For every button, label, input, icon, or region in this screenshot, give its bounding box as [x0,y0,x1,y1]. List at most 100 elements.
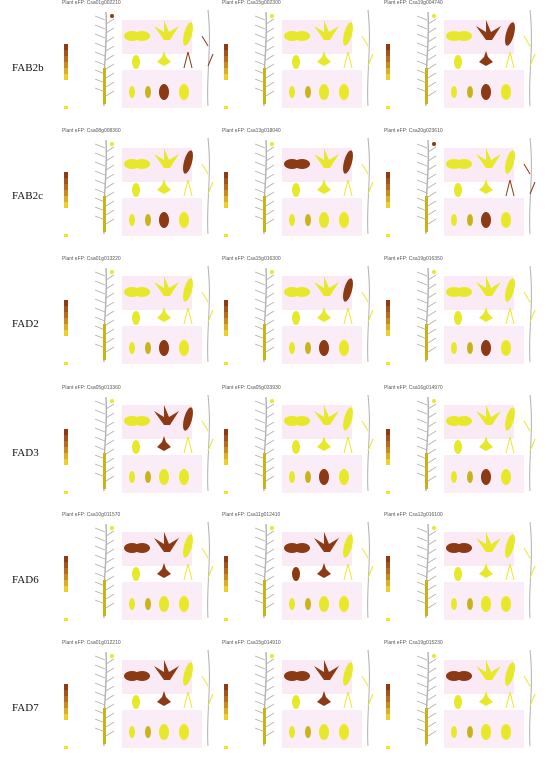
organ [159,212,169,228]
side-plant [367,649,370,747]
seed [292,183,300,197]
efp-panel: Plant eFP: Csa01g013220 [60,256,220,374]
branch [416,152,428,158]
legend-swatch [386,330,390,336]
organ [339,340,349,356]
branch [265,685,275,692]
branch [416,400,428,406]
legend-swatch [224,447,228,453]
branch [265,274,275,281]
row-label: FAD2 [12,318,39,330]
branch [105,218,115,225]
bud [270,270,274,274]
side-plant [529,521,532,619]
bud [110,399,114,403]
leaf [343,278,353,302]
branch [427,81,437,88]
organ [501,724,511,740]
branch [254,170,266,176]
branch [105,557,115,564]
flower-2 [479,563,493,578]
branch [94,536,106,542]
cotyledon [294,671,310,681]
branch [427,703,437,710]
cotyledon [134,287,150,297]
efp-diagram [386,649,536,749]
organ [481,469,491,485]
organ [467,342,473,354]
organ [305,214,311,226]
bud [432,399,436,403]
organ [451,598,457,610]
cotyledon [294,287,310,297]
organ [501,596,511,612]
legend-swatch [386,106,390,109]
legend-swatch [224,746,228,749]
branch [427,200,437,207]
branch [265,182,275,189]
stem-highlight [103,708,106,744]
branch [265,676,275,683]
organ [305,471,311,483]
legend-swatch [64,459,68,465]
side-branch [201,420,214,452]
efp-diagram [64,265,214,365]
legend-swatch [224,696,228,702]
branch [265,36,275,43]
legend-swatch [64,429,68,435]
branch [427,457,437,464]
branch [427,412,437,419]
legend-swatch [386,714,390,720]
legend-swatch [224,453,228,459]
side-plant [207,265,210,363]
branch [254,15,266,21]
legend-swatch [224,330,228,336]
legend-swatch [64,435,68,441]
seed [132,440,140,454]
branch [94,563,106,569]
branch [416,60,428,66]
organ [179,212,189,228]
organ [451,342,457,354]
organ [289,726,295,738]
bud [110,526,114,530]
organ [451,214,457,226]
branch [265,412,275,419]
efp-diagram [224,9,374,109]
branch [416,179,428,185]
side-plant [367,265,370,363]
branch [94,554,106,560]
branch [265,292,275,299]
flower [314,20,339,40]
legend-swatch [224,429,228,435]
panel-title: Plant eFP: Csa13g018040 [222,128,281,134]
organ [467,214,473,226]
branch [254,161,266,167]
branch [416,170,428,176]
legend-swatch [64,586,68,592]
efp-panel: Plant eFP: Csa01g002210 [60,0,220,118]
organ [319,340,329,356]
efp-diagram [64,137,214,237]
efp-panel: Plant eFP: Csa20g023610 [382,128,542,246]
branch [416,700,428,706]
stem-highlight [263,453,266,489]
organ [289,598,295,610]
legend-swatch [224,312,228,318]
branch [254,682,266,688]
seed [454,567,462,581]
efp-diagram [386,9,536,109]
legend-swatch [64,68,68,74]
leaf [505,534,515,558]
branch [105,319,115,326]
seed [132,55,140,69]
branch [416,418,428,424]
branch [254,307,266,313]
organ [129,342,135,354]
organ [319,84,329,100]
organ [179,596,189,612]
branch [265,530,275,537]
organ [481,212,491,228]
root [343,436,353,454]
flower [314,148,339,168]
